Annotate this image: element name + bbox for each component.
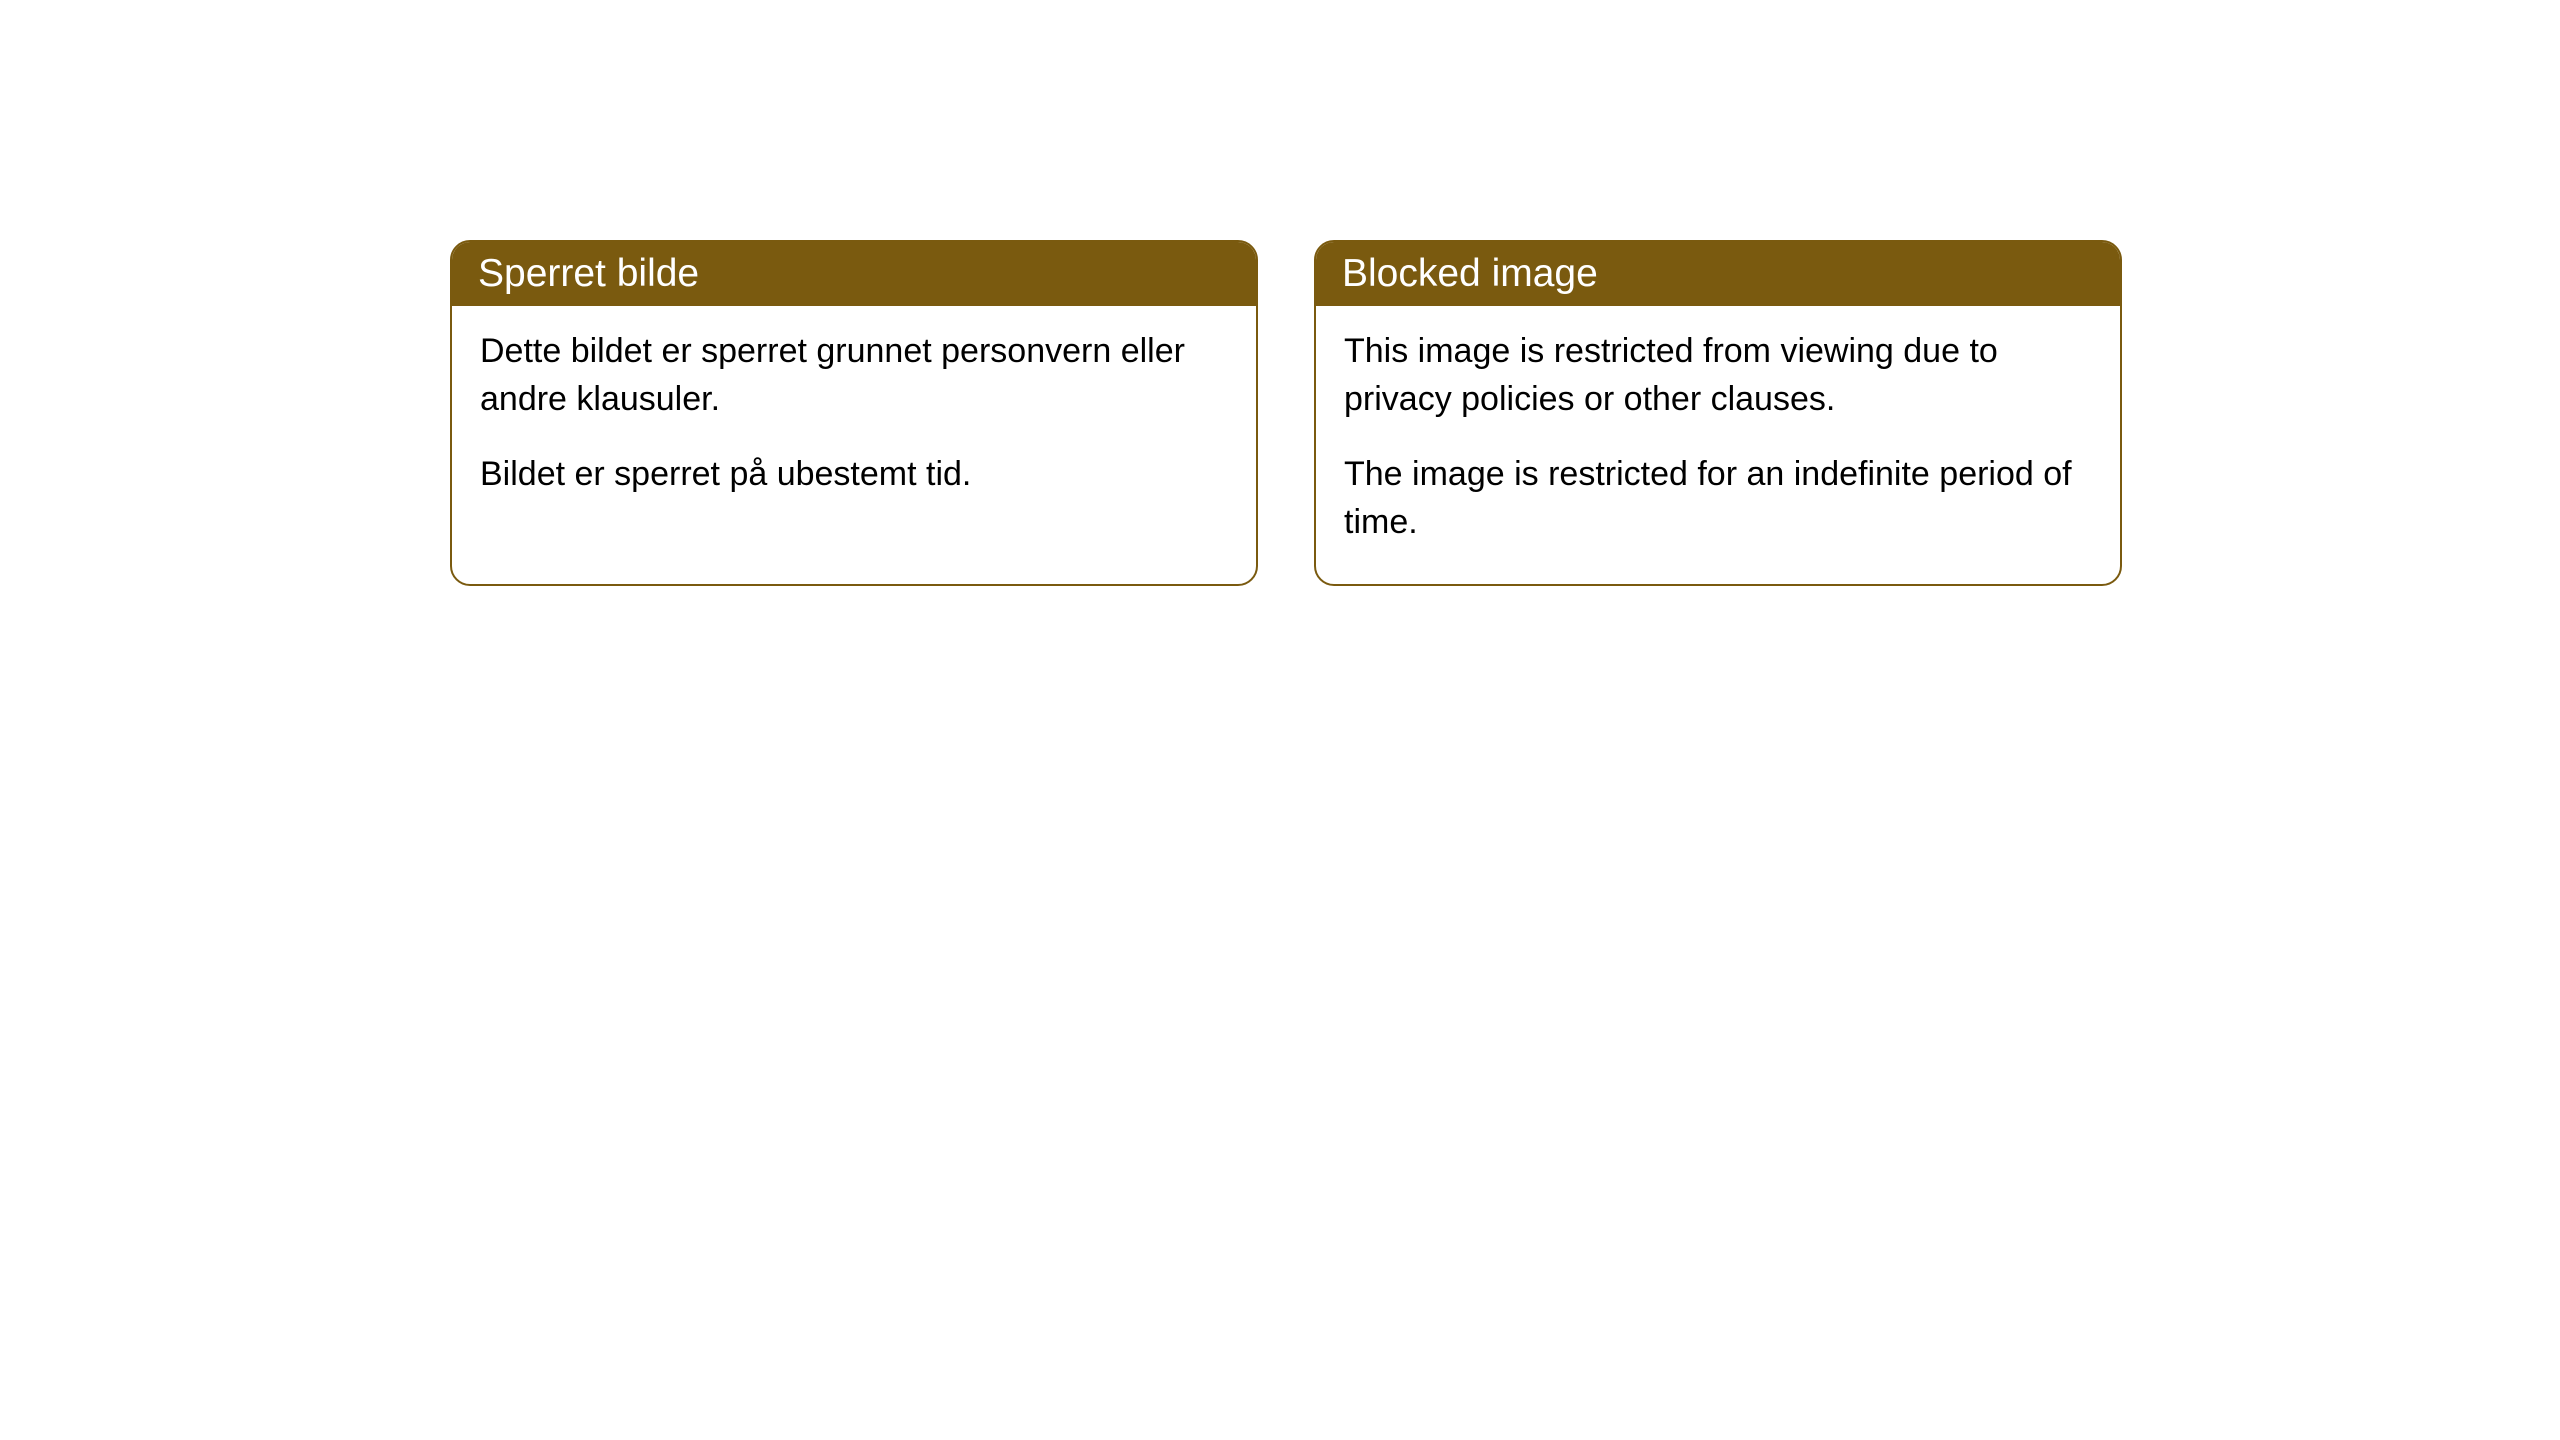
card-paragraph-1-english: This image is restricted from viewing du…	[1344, 328, 2092, 423]
card-paragraph-2-norwegian: Bildet er sperret på ubestemt tid.	[480, 451, 1228, 499]
card-header-english: Blocked image	[1316, 242, 2120, 306]
card-header-norwegian: Sperret bilde	[452, 242, 1256, 306]
blocked-image-card-norwegian: Sperret bilde Dette bildet er sperret gr…	[450, 240, 1258, 586]
card-body-english: This image is restricted from viewing du…	[1316, 306, 2120, 584]
card-paragraph-1-norwegian: Dette bildet er sperret grunnet personve…	[480, 328, 1228, 423]
blocked-image-card-english: Blocked image This image is restricted f…	[1314, 240, 2122, 586]
notice-container: Sperret bilde Dette bildet er sperret gr…	[450, 240, 2122, 586]
card-paragraph-2-english: The image is restricted for an indefinit…	[1344, 451, 2092, 546]
card-body-norwegian: Dette bildet er sperret grunnet personve…	[452, 306, 1256, 537]
